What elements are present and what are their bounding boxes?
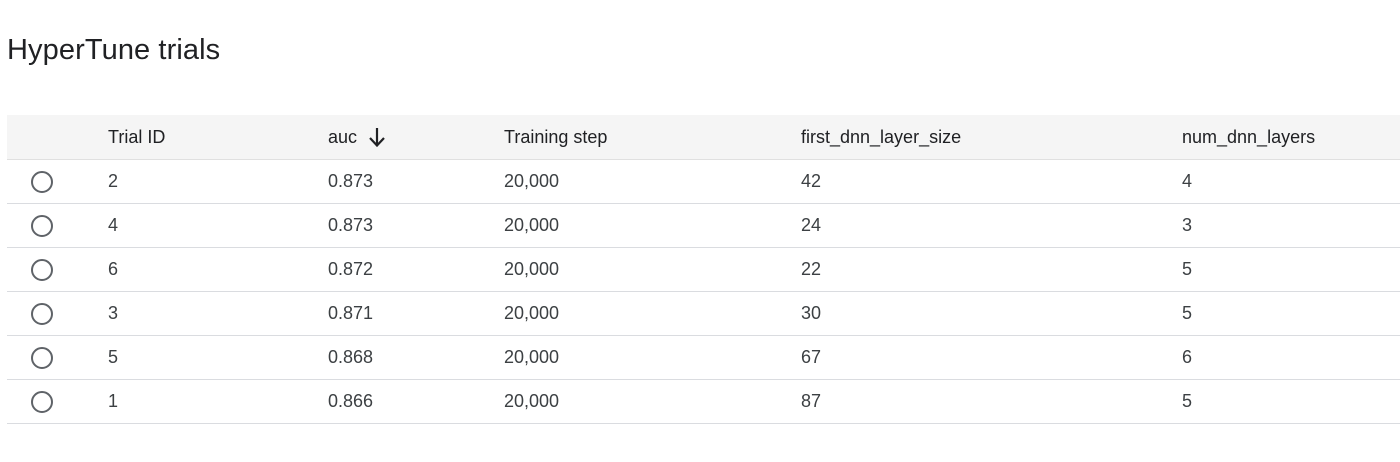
header-training-step[interactable]: Training step — [504, 126, 608, 147]
table-body: 2 0.873 20,000 42 4 4 0.873 20,000 24 3 … — [7, 160, 1400, 424]
cell-auc: 0.868 — [328, 347, 374, 367]
cell-auc: 0.866 — [328, 391, 374, 411]
table-row[interactable]: 1 0.866 20,000 87 5 — [7, 380, 1400, 424]
page-title: HyperTune trials — [7, 34, 221, 66]
trials-table: Trial ID auc Training step first_dnn_lay… — [7, 115, 1400, 424]
cell-first-dnn-layer-size: 30 — [801, 303, 822, 323]
table-row[interactable]: 5 0.868 20,000 67 6 — [7, 336, 1400, 380]
row-radio-button[interactable] — [31, 390, 53, 413]
header-auc[interactable]: auc — [328, 115, 387, 159]
cell-trial-id: 2 — [108, 171, 119, 191]
cell-training-step: 20,000 — [504, 171, 560, 191]
row-radio-button[interactable] — [31, 170, 53, 193]
row-select-cell — [31, 380, 61, 423]
row-radio-button[interactable] — [31, 302, 53, 325]
cell-trial-id: 3 — [108, 303, 119, 323]
header-select-column — [31, 115, 61, 159]
cell-auc: 0.871 — [328, 303, 374, 323]
row-radio-button[interactable] — [31, 346, 53, 369]
cell-num-dnn-layers: 4 — [1182, 171, 1193, 191]
header-auc-label: auc — [328, 126, 358, 147]
cell-training-step: 20,000 — [504, 391, 560, 411]
row-select-cell — [31, 336, 61, 379]
cell-trial-id: 4 — [108, 215, 119, 235]
header-first-dnn-layer-size[interactable]: first_dnn_layer_size — [801, 126, 962, 147]
table-row[interactable]: 6 0.872 20,000 22 5 — [7, 248, 1400, 292]
table-row[interactable]: 3 0.871 20,000 30 5 — [7, 292, 1400, 336]
header-trial-id[interactable]: Trial ID — [108, 126, 166, 147]
cell-auc: 0.872 — [328, 259, 374, 279]
row-radio-button[interactable] — [31, 214, 53, 237]
cell-num-dnn-layers: 5 — [1182, 391, 1193, 411]
cell-training-step: 20,000 — [504, 215, 560, 235]
cell-first-dnn-layer-size: 22 — [801, 259, 822, 279]
cell-training-step: 20,000 — [504, 303, 560, 323]
cell-trial-id: 6 — [108, 259, 119, 279]
cell-auc: 0.873 — [328, 171, 374, 191]
cell-trial-id: 5 — [108, 347, 119, 367]
header-num-dnn-layers[interactable]: num_dnn_layers — [1182, 126, 1316, 147]
cell-first-dnn-layer-size: 24 — [801, 215, 822, 235]
cell-num-dnn-layers: 6 — [1182, 347, 1193, 367]
cell-first-dnn-layer-size: 87 — [801, 391, 822, 411]
cell-training-step: 20,000 — [504, 259, 560, 279]
table-row[interactable]: 2 0.873 20,000 42 4 — [7, 160, 1400, 204]
row-select-cell — [31, 292, 61, 335]
cell-num-dnn-layers: 5 — [1182, 303, 1193, 323]
cell-first-dnn-layer-size: 67 — [801, 347, 822, 367]
row-select-cell — [31, 204, 61, 247]
arrow-down-icon[interactable] — [367, 126, 387, 148]
row-select-cell — [31, 160, 61, 203]
cell-first-dnn-layer-size: 42 — [801, 171, 822, 191]
table-header-row: Trial ID auc Training step first_dnn_lay… — [7, 115, 1400, 160]
cell-num-dnn-layers: 5 — [1182, 259, 1193, 279]
row-select-cell — [31, 248, 61, 291]
cell-trial-id: 1 — [108, 391, 119, 411]
table-row[interactable]: 4 0.873 20,000 24 3 — [7, 204, 1400, 248]
cell-auc: 0.873 — [328, 215, 374, 235]
cell-training-step: 20,000 — [504, 347, 560, 367]
cell-num-dnn-layers: 3 — [1182, 215, 1193, 235]
row-radio-button[interactable] — [31, 258, 53, 281]
